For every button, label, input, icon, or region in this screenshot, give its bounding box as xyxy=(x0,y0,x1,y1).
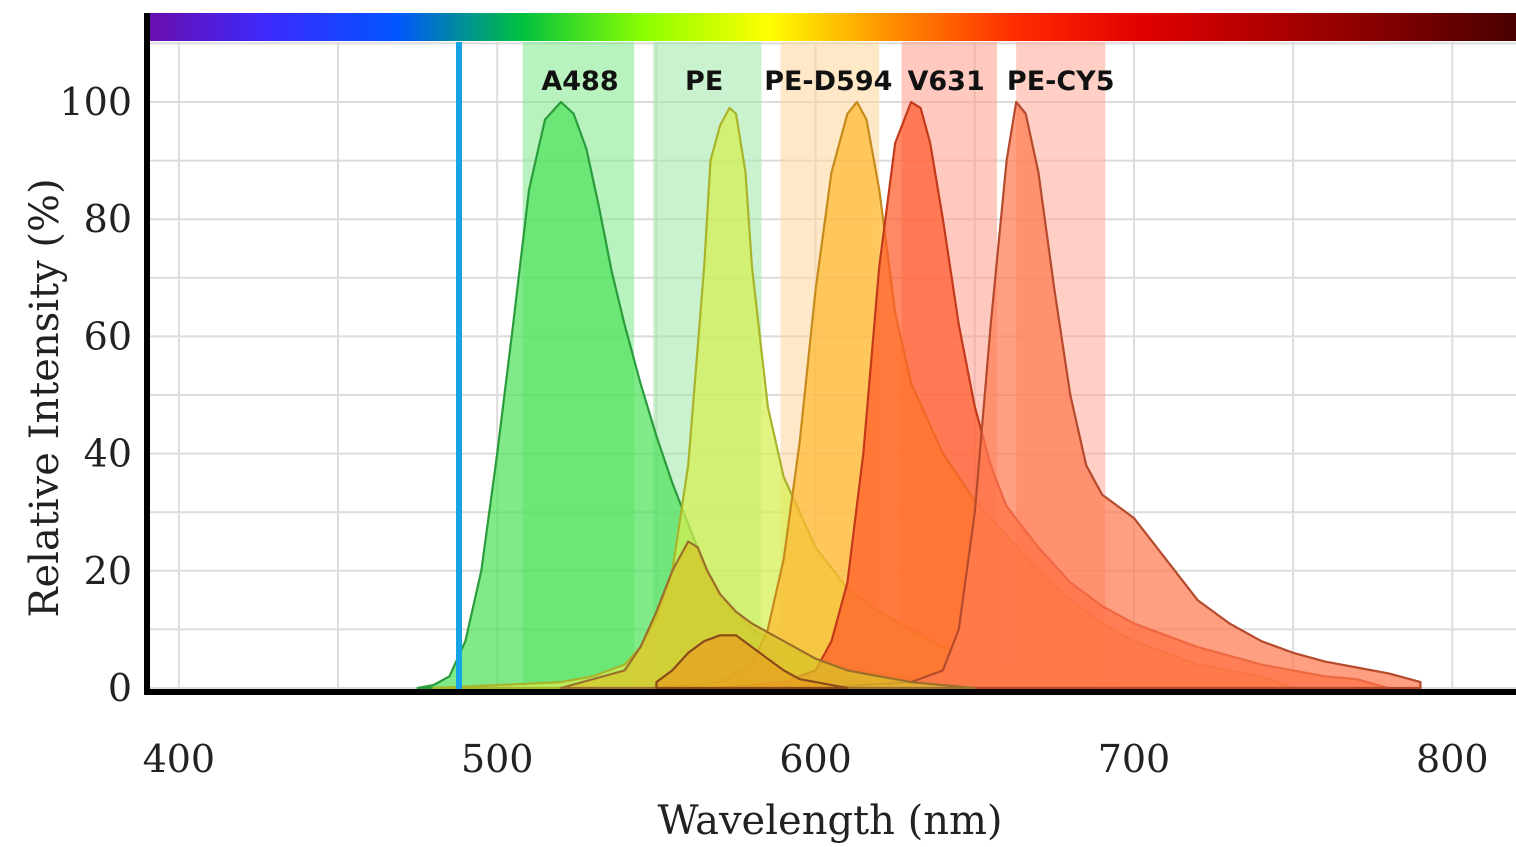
dye-label-pe-cy5: PE-CY5 xyxy=(1007,66,1115,97)
series-pe-d594-excitation xyxy=(655,634,849,690)
dye-label-pe-d594: PE-D594 xyxy=(764,66,892,97)
series-pe-excitation-shoulder xyxy=(559,540,976,690)
x-axis-title: Wavelength (nm) xyxy=(657,798,1002,844)
x-tick-label: 800 xyxy=(1416,737,1489,781)
dye-label-v631: V631 xyxy=(907,66,984,97)
y-tick-label: 20 xyxy=(84,549,132,593)
x-tick-label: 600 xyxy=(779,737,852,781)
x-tick-label: 400 xyxy=(143,737,216,781)
y-tick-label: 80 xyxy=(84,197,132,241)
spectrum-bar xyxy=(147,13,1516,41)
y-axis-title: Relative Intensity (%) xyxy=(22,178,68,617)
y-tick-label: 100 xyxy=(59,80,132,124)
x-tick-label: 700 xyxy=(1098,737,1171,781)
y-tick-label: 60 xyxy=(84,314,132,358)
y-tick-label: 0 xyxy=(108,666,132,710)
series-pe-cy5 xyxy=(814,100,1422,690)
dye-label-pe: PE xyxy=(685,66,723,97)
y-tick-label: 40 xyxy=(84,432,132,476)
dye-label-a488: A488 xyxy=(541,66,618,97)
x-tick-label: 500 xyxy=(461,737,534,781)
